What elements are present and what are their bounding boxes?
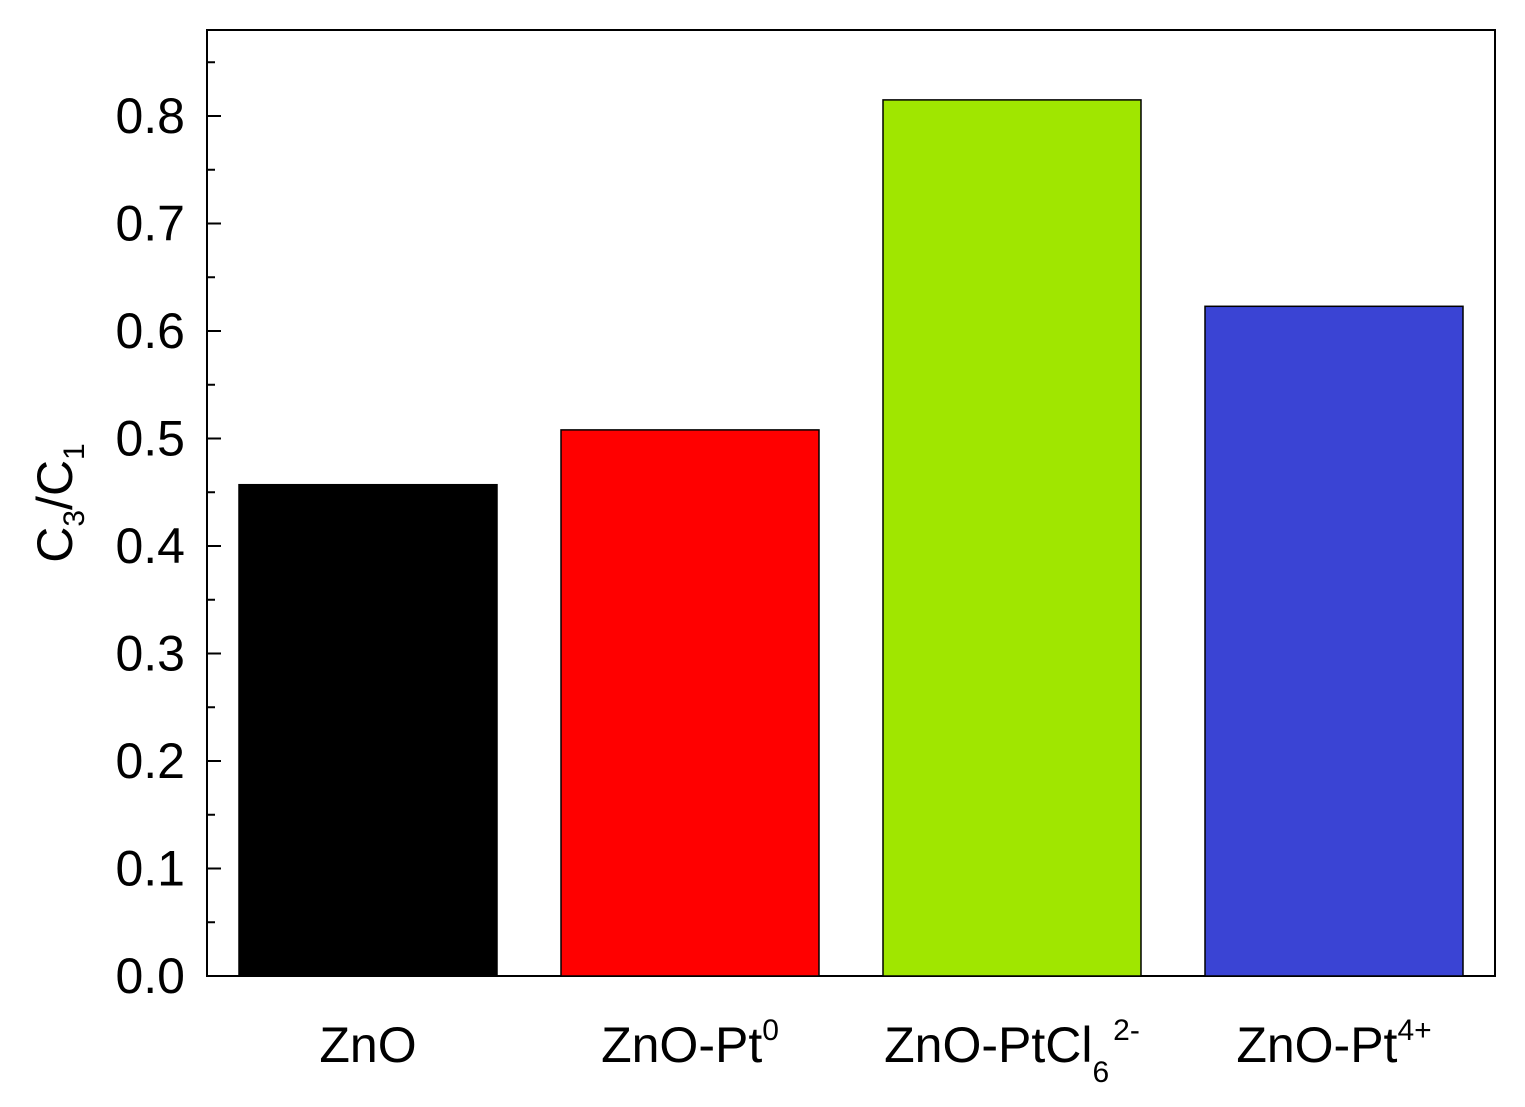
y-label-sub-1: 1 xyxy=(58,443,91,460)
y-axis-label: C3/C1 xyxy=(27,443,91,562)
y-label-slash: /C xyxy=(27,460,83,510)
plot-frame xyxy=(206,29,1496,977)
y-tick-label: 0.5 xyxy=(115,411,185,467)
bar-3 xyxy=(882,99,1142,977)
y-tick-label: 0.8 xyxy=(115,88,185,144)
x-category-label: ZnO-Pt0 xyxy=(601,1014,779,1073)
y-label-sub-3: 3 xyxy=(58,510,91,527)
y-tick-label: 0.6 xyxy=(115,303,185,359)
y-tick-label: 0.4 xyxy=(115,518,185,574)
bar-4 xyxy=(1204,305,1464,977)
y-tick-label: 0.1 xyxy=(115,841,185,897)
y-tick-label: 0.3 xyxy=(115,626,185,682)
x-category-label: ZnO-Pt4+ xyxy=(1236,1014,1431,1073)
bars-group xyxy=(238,99,1464,977)
x-axis-labels: ZnO ZnO-Pt0 ZnO-PtCl62- ZnO-Pt4+ xyxy=(319,1014,1431,1089)
bar-1 xyxy=(238,483,498,977)
x-category-label: ZnO-PtCl62- xyxy=(884,1014,1140,1089)
y-label-c: C xyxy=(27,527,83,563)
bar-2 xyxy=(560,429,820,977)
y-axis: 0.0 0.1 0.2 0.3 0.4 0.5 0.6 0.7 0.8 xyxy=(115,61,221,1004)
y-tick-label: 0.7 xyxy=(115,196,185,252)
y-tick-label: 0.2 xyxy=(115,733,185,789)
y-tick-label: 0.0 xyxy=(115,948,185,1004)
x-category-label: ZnO xyxy=(319,1017,416,1073)
